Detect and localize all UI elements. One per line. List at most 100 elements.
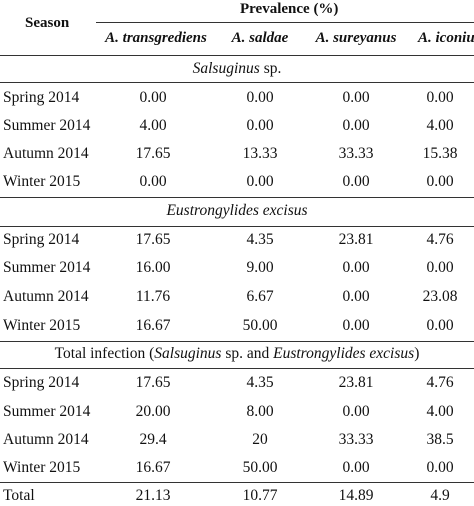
season-header: Season xyxy=(25,15,70,31)
cell-iconium: 4.76 xyxy=(426,231,454,248)
section-title-eustrongylides: Eustrongylides excisus xyxy=(0,202,474,220)
cell-sureyanus: 0.00 xyxy=(342,117,370,134)
cell-transgrediens: 29.4 xyxy=(139,431,167,448)
cell-iconium: 4.00 xyxy=(426,403,454,420)
cell-sureyanus: 0.00 xyxy=(342,403,370,420)
row-season: Winter 2015 xyxy=(3,317,81,334)
section-rule xyxy=(0,368,474,369)
column-header-sureyanus: A. sureyanus xyxy=(315,30,397,46)
cell-iconium: 0.00 xyxy=(426,173,454,190)
row-season: Autumn 2014 xyxy=(3,431,89,448)
cell-saldae: 9.00 xyxy=(246,259,274,276)
cell-saldae: 8.00 xyxy=(246,403,274,420)
row-season: Spring 2014 xyxy=(3,231,80,248)
column-header-transgrediens: A. transgrediens xyxy=(105,30,207,46)
section-title-part: Total infection ( xyxy=(54,345,155,362)
cell-saldae: 0.00 xyxy=(246,173,274,190)
cell-saldae: 4.35 xyxy=(246,374,274,391)
cell-iconium: 4.9 xyxy=(430,487,450,504)
cell-saldae: 4.35 xyxy=(246,231,274,248)
cell-saldae: 10.77 xyxy=(242,487,278,504)
cell-transgrediens: 0.00 xyxy=(139,89,167,106)
table-row: Summer 2014 20.00 8.00 0.00 4.00 xyxy=(0,403,474,431)
column-header-saldae: A. saldae xyxy=(231,30,289,46)
section-rule xyxy=(0,226,474,227)
cell-sureyanus: 0.00 xyxy=(342,89,370,106)
row-season: Autumn 2014 xyxy=(3,288,89,305)
cell-saldae: 50.00 xyxy=(242,459,278,476)
cell-sureyanus: 0.00 xyxy=(342,288,370,305)
section-title-salsuginus: Salsuginus sp. xyxy=(0,60,474,78)
cell-transgrediens: 0.00 xyxy=(139,173,167,190)
table-row: Spring 2014 17.65 4.35 23.81 4.76 xyxy=(0,374,474,402)
prevalence-underline xyxy=(96,22,474,23)
total-row: Total 21.13 10.77 14.89 4.9 xyxy=(0,487,474,506)
section-title-part: Eustrongylides excisus xyxy=(166,202,308,219)
row-season: Spring 2014 xyxy=(3,89,80,106)
table-row: Summer 2014 16.00 9.00 0.00 0.00 xyxy=(0,259,474,287)
section-title-part: sp. xyxy=(259,60,282,77)
cell-transgrediens: 17.65 xyxy=(135,374,171,391)
cell-iconium: 23.08 xyxy=(422,288,458,305)
table-row: Spring 2014 0.00 0.00 0.00 0.00 xyxy=(0,89,474,117)
cell-iconium: 4.00 xyxy=(426,117,454,134)
cell-iconium: 0.00 xyxy=(426,459,454,476)
cell-iconium: 0.00 xyxy=(426,259,454,276)
table-row: Autumn 2014 17.65 13.33 33.33 15.38 xyxy=(0,145,474,173)
row-season: Summer 2014 xyxy=(3,403,91,420)
cell-transgrediens: 4.00 xyxy=(139,117,167,134)
row-season: Spring 2014 xyxy=(3,374,80,391)
cell-transgrediens: 20.00 xyxy=(135,403,171,420)
table-row: Autumn 2014 11.76 6.67 0.00 23.08 xyxy=(0,288,474,316)
section-title-part: Salsuginus xyxy=(154,345,222,362)
table-row: Autumn 2014 29.4 20 33.33 38.5 xyxy=(0,431,474,459)
cell-iconium: 0.00 xyxy=(426,89,454,106)
prevalence-header: Prevalence (%) xyxy=(240,1,339,17)
section-title-total-infection: Total infection (Salsuginus sp. and Eust… xyxy=(0,345,474,363)
cell-iconium: 4.76 xyxy=(426,374,454,391)
cell-transgrediens: 16.00 xyxy=(135,259,171,276)
cell-transgrediens: 16.67 xyxy=(135,317,171,334)
section-title-part: Eustrongylides excisus xyxy=(273,345,415,362)
row-season: Total xyxy=(3,487,35,504)
cell-iconium: 15.38 xyxy=(422,145,458,162)
cell-saldae: 6.67 xyxy=(246,288,274,305)
row-season: Summer 2014 xyxy=(3,259,91,276)
cell-saldae: 50.00 xyxy=(242,317,278,334)
cell-iconium: 0.00 xyxy=(426,317,454,334)
row-season: Winter 2015 xyxy=(3,173,81,190)
cell-saldae: 20 xyxy=(252,431,268,448)
row-season: Autumn 2014 xyxy=(3,145,89,162)
cell-sureyanus: 23.81 xyxy=(338,374,374,391)
table-row: Winter 2015 16.67 50.00 0.00 0.00 xyxy=(0,317,474,345)
cell-sureyanus: 0.00 xyxy=(342,173,370,190)
cell-sureyanus: 0.00 xyxy=(342,259,370,276)
header-bottom-rule xyxy=(0,55,474,56)
table-row: Summer 2014 4.00 0.00 0.00 4.00 xyxy=(0,117,474,145)
table-row: Spring 2014 17.65 4.35 23.81 4.76 xyxy=(0,231,474,259)
row-season: Summer 2014 xyxy=(3,117,91,134)
cell-transgrediens: 16.67 xyxy=(135,459,171,476)
row-season: Winter 2015 xyxy=(3,459,81,476)
section-title-part: ) xyxy=(414,345,420,362)
section-title-part: sp. and xyxy=(221,345,274,362)
total-rule xyxy=(0,482,474,483)
cell-sureyanus: 33.33 xyxy=(338,145,374,162)
section-title-part: Salsuginus xyxy=(192,60,260,77)
column-header-iconium: A. iconiu xyxy=(418,30,474,46)
table-row: Winter 2015 0.00 0.00 0.00 0.00 xyxy=(0,173,474,201)
cell-transgrediens: 17.65 xyxy=(135,231,171,248)
cell-sureyanus: 0.00 xyxy=(342,459,370,476)
cell-sureyanus: 0.00 xyxy=(342,317,370,334)
cell-saldae: 0.00 xyxy=(246,117,274,134)
cell-iconium: 38.5 xyxy=(426,431,454,448)
table-row: Winter 2015 16.67 50.00 0.00 0.00 xyxy=(0,459,474,487)
cell-transgrediens: 11.76 xyxy=(135,288,171,305)
cell-transgrediens: 21.13 xyxy=(135,487,171,504)
cell-transgrediens: 17.65 xyxy=(135,145,171,162)
cell-sureyanus: 23.81 xyxy=(338,231,374,248)
cell-saldae: 13.33 xyxy=(242,145,278,162)
cell-sureyanus: 14.89 xyxy=(338,487,374,504)
section-rule xyxy=(0,197,474,198)
